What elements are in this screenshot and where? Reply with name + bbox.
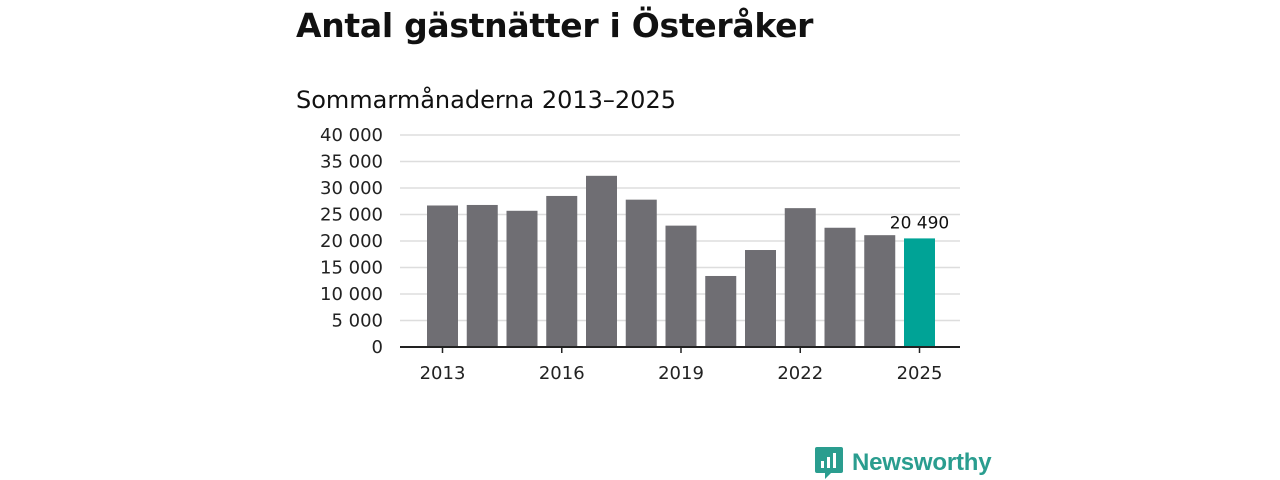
bar-2024 — [864, 235, 896, 347]
bar-2022 — [784, 208, 816, 347]
y-tick-label: 0 — [372, 337, 383, 358]
x-axis-ticks — [441, 347, 921, 353]
x-tick-label: 2013 — [420, 363, 466, 384]
bar-2025 — [904, 238, 935, 347]
bar-2017 — [586, 175, 617, 347]
y-tick-label: 20 000 — [320, 231, 383, 252]
y-tick-label: 30 000 — [320, 178, 383, 199]
brand-name: Newsworthy — [852, 449, 992, 476]
y-tick-label: 35 000 — [320, 152, 383, 173]
y-axis-labels: 0 5 000 10 000 15 000 20 000 25 000 30 000 35 0… — [320, 125, 383, 358]
bar-2021 — [745, 250, 776, 347]
y-tick-label: 5 000 — [331, 311, 383, 332]
newsworthy-logo-icon — [815, 447, 843, 479]
y-tick-label: 10 000 — [320, 284, 383, 305]
y-tick-label: 15 000 — [320, 258, 383, 279]
y-tick-label: 40 000 — [320, 125, 383, 146]
x-tick-label: 2025 — [897, 363, 943, 384]
bar-2013 — [427, 205, 458, 347]
x-tick-label: 2016 — [539, 363, 585, 384]
x-tick-label: 2022 — [777, 363, 823, 384]
bar-2023 — [824, 227, 856, 347]
bar-2020 — [705, 275, 737, 347]
bar-2015 — [506, 210, 538, 347]
chart-subtitle: Sommarmånaderna 2013–2025 — [296, 86, 676, 114]
highlight-data-label: 20 490 — [890, 213, 949, 233]
bars — [427, 175, 935, 347]
bar-2019 — [665, 225, 697, 347]
x-tick-label: 2019 — [658, 363, 704, 384]
chart-title: Antal gästnätter i Österåker — [296, 6, 814, 45]
bar-2014 — [466, 204, 498, 347]
x-axis-labels: 2013 2016 2019 2022 2025 — [420, 363, 943, 384]
bar-2018 — [625, 199, 657, 347]
y-tick-label: 25 000 — [320, 205, 383, 226]
bar-2016 — [546, 195, 578, 347]
newsworthy-logo: Newsworthy — [814, 446, 992, 480]
